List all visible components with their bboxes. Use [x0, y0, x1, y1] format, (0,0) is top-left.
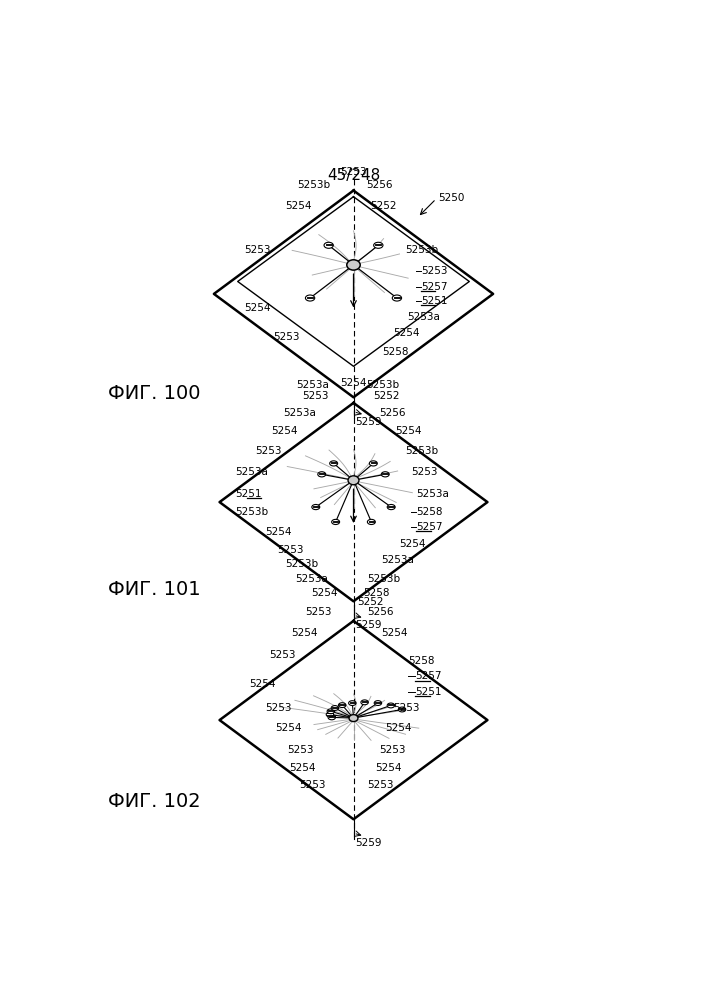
- Text: 5257: 5257: [421, 282, 448, 292]
- Ellipse shape: [328, 715, 336, 720]
- Text: 5253: 5253: [277, 545, 304, 555]
- Ellipse shape: [374, 701, 382, 705]
- Text: 5254: 5254: [276, 723, 302, 733]
- Text: 5252: 5252: [370, 201, 397, 211]
- Text: 5253b: 5253b: [368, 574, 400, 584]
- Text: 5258: 5258: [408, 656, 435, 666]
- Text: 5254: 5254: [375, 763, 402, 773]
- Text: 5254: 5254: [340, 378, 367, 388]
- Ellipse shape: [312, 504, 320, 510]
- Text: 5253: 5253: [421, 266, 448, 276]
- Text: 5254: 5254: [393, 328, 419, 338]
- Text: 5257: 5257: [415, 671, 441, 681]
- Ellipse shape: [349, 715, 358, 722]
- Ellipse shape: [331, 706, 339, 710]
- Text: 5258: 5258: [363, 588, 390, 598]
- Ellipse shape: [374, 242, 383, 248]
- Ellipse shape: [329, 461, 338, 466]
- Ellipse shape: [387, 703, 395, 708]
- Text: 5253a: 5253a: [296, 380, 329, 390]
- Ellipse shape: [339, 703, 346, 708]
- Text: 5254: 5254: [250, 679, 276, 689]
- Ellipse shape: [369, 461, 378, 466]
- Text: 5254: 5254: [245, 303, 271, 313]
- Text: 5253: 5253: [299, 780, 326, 790]
- Text: 5259: 5259: [356, 417, 382, 427]
- Text: 5252: 5252: [373, 391, 400, 401]
- Text: 5258: 5258: [382, 347, 409, 357]
- Text: 5253: 5253: [245, 245, 271, 255]
- Text: 5257: 5257: [416, 522, 443, 532]
- Text: 5256: 5256: [366, 180, 392, 190]
- Text: 5258: 5258: [416, 507, 443, 517]
- Text: 5253: 5253: [266, 703, 292, 713]
- Text: 5252: 5252: [358, 597, 384, 607]
- Text: 5253: 5253: [340, 167, 367, 177]
- Text: 5254: 5254: [291, 628, 317, 638]
- Text: 5253: 5253: [411, 467, 438, 477]
- Ellipse shape: [368, 519, 375, 525]
- Text: 5253a: 5253a: [416, 489, 449, 499]
- Text: 5254: 5254: [271, 426, 298, 436]
- Ellipse shape: [381, 472, 390, 477]
- Text: 5259: 5259: [356, 620, 382, 630]
- Text: 5253b: 5253b: [405, 446, 438, 456]
- Text: 5251: 5251: [235, 489, 261, 499]
- Text: 5253a: 5253a: [381, 555, 414, 565]
- Text: 5253: 5253: [273, 332, 300, 342]
- Ellipse shape: [346, 260, 361, 270]
- Text: 5253a: 5253a: [283, 408, 316, 418]
- Text: 5259: 5259: [356, 838, 382, 848]
- Ellipse shape: [392, 295, 402, 301]
- Text: ФИГ. 101: ФИГ. 101: [107, 580, 200, 599]
- Ellipse shape: [387, 504, 395, 510]
- Text: 5250: 5250: [438, 193, 464, 203]
- Text: 45/248: 45/248: [327, 168, 380, 183]
- Text: 5253: 5253: [393, 703, 420, 713]
- Ellipse shape: [327, 709, 334, 714]
- Text: 5254: 5254: [385, 723, 411, 733]
- Text: 5253a: 5253a: [235, 467, 268, 477]
- Text: 5254: 5254: [311, 588, 338, 598]
- Text: ФИГ. 102: ФИГ. 102: [107, 792, 200, 811]
- Text: 5254: 5254: [395, 426, 421, 436]
- Text: 5253: 5253: [287, 745, 314, 755]
- Text: 5253b: 5253b: [298, 180, 331, 190]
- Ellipse shape: [305, 295, 315, 301]
- Ellipse shape: [317, 472, 326, 477]
- Text: 5253a: 5253a: [407, 312, 440, 322]
- Ellipse shape: [361, 700, 368, 705]
- Ellipse shape: [349, 701, 356, 706]
- Text: ФИГ. 100: ФИГ. 100: [107, 384, 200, 403]
- Ellipse shape: [326, 712, 334, 717]
- Text: 5253b: 5253b: [405, 245, 438, 255]
- Text: 5251: 5251: [421, 296, 448, 306]
- Text: 5254: 5254: [286, 201, 312, 211]
- Text: 5256: 5256: [379, 408, 406, 418]
- Ellipse shape: [348, 476, 359, 485]
- Text: 5253a: 5253a: [295, 574, 328, 584]
- Ellipse shape: [324, 242, 333, 248]
- Text: 5254: 5254: [289, 763, 316, 773]
- Text: 5253b: 5253b: [286, 559, 319, 569]
- Text: 5254: 5254: [381, 628, 408, 638]
- Text: 5253: 5253: [302, 391, 329, 401]
- Text: 5256: 5256: [368, 607, 394, 617]
- Text: 5254: 5254: [266, 527, 292, 537]
- Text: 5253b: 5253b: [235, 507, 268, 517]
- Ellipse shape: [332, 519, 339, 525]
- Text: 5253: 5253: [379, 745, 406, 755]
- Text: 5253: 5253: [368, 780, 394, 790]
- Text: 5251: 5251: [415, 687, 441, 697]
- Text: 5253: 5253: [305, 607, 332, 617]
- Text: 5253: 5253: [255, 446, 282, 456]
- Text: 5254: 5254: [399, 539, 426, 549]
- Ellipse shape: [398, 707, 406, 712]
- Text: 5253b: 5253b: [366, 380, 399, 390]
- Text: 5253: 5253: [269, 650, 296, 660]
